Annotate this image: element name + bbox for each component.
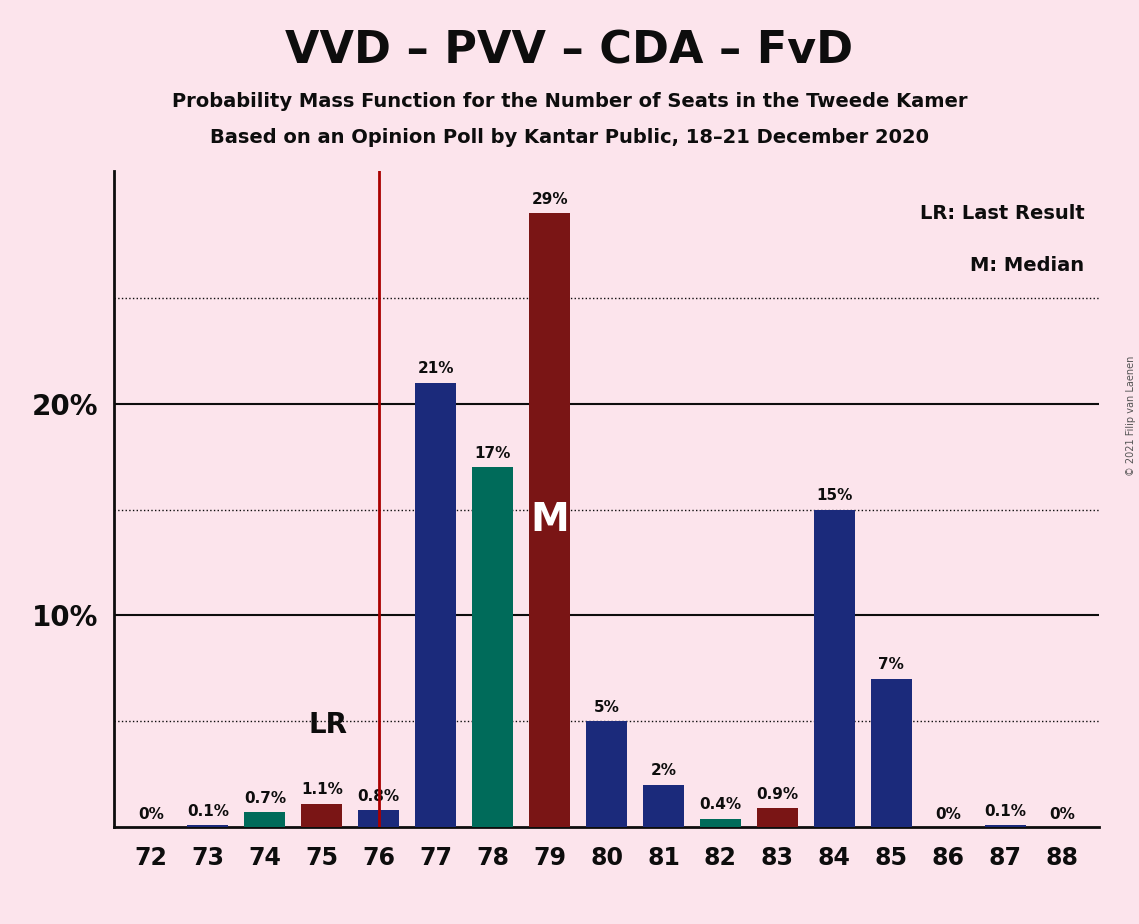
Text: 21%: 21% <box>417 361 454 376</box>
Bar <box>814 509 854 827</box>
Text: © 2021 Filip van Laenen: © 2021 Filip van Laenen <box>1126 356 1136 476</box>
Text: 2%: 2% <box>650 763 677 778</box>
Text: 0.4%: 0.4% <box>699 797 741 812</box>
Bar <box>245 812 286 827</box>
Text: M: M <box>530 501 570 539</box>
Text: 7%: 7% <box>878 658 904 673</box>
Bar <box>700 819 741 827</box>
Text: LR: LR <box>309 711 347 738</box>
Text: 0.1%: 0.1% <box>984 804 1026 819</box>
Bar <box>644 784 685 827</box>
Bar <box>359 810 400 827</box>
Text: LR: Last Result: LR: Last Result <box>919 204 1084 223</box>
Text: 29%: 29% <box>531 192 568 207</box>
Text: 0.8%: 0.8% <box>358 789 400 804</box>
Text: VVD – PVV – CDA – FvD: VVD – PVV – CDA – FvD <box>286 30 853 73</box>
Text: 1.1%: 1.1% <box>301 783 343 797</box>
Bar <box>416 383 457 827</box>
Text: 15%: 15% <box>817 488 852 504</box>
Text: Probability Mass Function for the Number of Seats in the Tweede Kamer: Probability Mass Function for the Number… <box>172 92 967 112</box>
Text: 17%: 17% <box>475 446 510 461</box>
Bar <box>870 679 911 827</box>
Bar <box>757 808 798 827</box>
Text: M: Median: M: Median <box>970 256 1084 275</box>
Bar <box>473 468 514 827</box>
Bar <box>530 213 571 827</box>
Text: 5%: 5% <box>593 699 620 715</box>
Text: 0.9%: 0.9% <box>756 786 798 802</box>
Text: Based on an Opinion Poll by Kantar Public, 18–21 December 2020: Based on an Opinion Poll by Kantar Publi… <box>210 128 929 147</box>
Bar <box>985 825 1026 827</box>
Text: 0.1%: 0.1% <box>187 804 229 819</box>
Text: 0%: 0% <box>138 807 164 821</box>
Bar <box>587 721 628 827</box>
Text: 0%: 0% <box>1049 807 1075 821</box>
Bar <box>302 804 343 827</box>
Text: 0.7%: 0.7% <box>244 791 286 806</box>
Bar <box>188 825 229 827</box>
Text: 0%: 0% <box>935 807 961 821</box>
